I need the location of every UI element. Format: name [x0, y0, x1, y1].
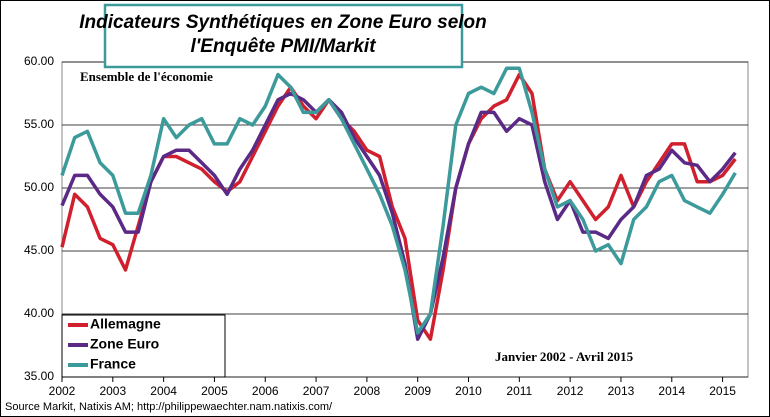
y-tick-label: 55.00	[24, 117, 54, 131]
x-tick-label: 2013	[608, 384, 635, 398]
x-tick-label: 2012	[557, 384, 584, 398]
series-line	[60, 66, 737, 335]
x-tick-label: 2015	[709, 384, 736, 398]
y-tick-label: 60.00	[24, 54, 54, 68]
y-tick-label: 35.00	[24, 369, 54, 383]
series-line	[60, 72, 737, 341]
x-tick-label: 2005	[201, 384, 228, 398]
x-tick-label: 2004	[150, 384, 177, 398]
x-tick-label: 2008	[354, 384, 381, 398]
x-tick-label: 2014	[658, 384, 685, 398]
title-box	[103, 3, 464, 69]
x-tick-label: 2009	[404, 384, 431, 398]
y-tick-label: 40.00	[24, 306, 54, 320]
legend-label: Allemagne	[90, 316, 161, 332]
x-tick-label: 2007	[303, 384, 330, 398]
legend-box	[61, 314, 226, 378]
legend-label: France	[90, 356, 136, 372]
annotation: Ensemble de l'économie	[80, 69, 213, 84]
x-tick-label: 2011	[506, 384, 532, 398]
y-tick-label: 45.00	[24, 243, 54, 257]
annotation: Janvier 2002 - Avril 2015	[495, 349, 634, 364]
x-tick-label: 2003	[99, 384, 126, 398]
legend-label: Zone Euro	[90, 336, 159, 352]
chart-title: Indicateurs Synthétiques en Zone Euro se…	[79, 12, 487, 33]
x-tick-label: 2006	[252, 384, 279, 398]
series-line	[60, 91, 737, 341]
chart-title: l'Enquête PMI/Markit	[190, 36, 376, 57]
source: Source Markit, Natixis AM; http://philip…	[5, 401, 333, 413]
x-tick-label: 2010	[455, 384, 482, 398]
y-tick-label: 50.00	[24, 180, 54, 194]
x-tick-label: 2002	[49, 384, 76, 398]
